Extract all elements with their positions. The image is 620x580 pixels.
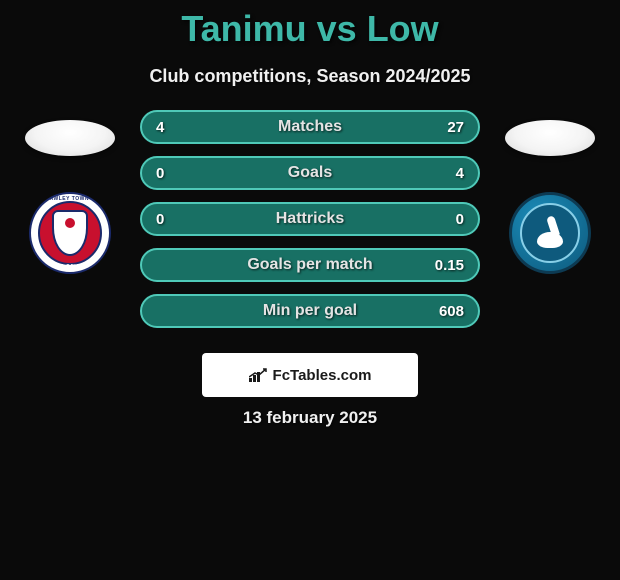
left-team-badge: CRAWLEY TOWN FC RED DEVILS bbox=[29, 192, 111, 274]
comparison-row: CRAWLEY TOWN FC RED DEVILS 4 Matches 27 … bbox=[0, 110, 620, 328]
stat-row: Min per goal 608 bbox=[140, 294, 480, 328]
subtitle: Club competitions, Season 2024/2025 bbox=[0, 66, 620, 87]
stat-label: Goals bbox=[142, 164, 478, 182]
right-disc bbox=[505, 120, 595, 156]
date-text: 13 february 2025 bbox=[0, 408, 620, 428]
shield-icon bbox=[52, 210, 88, 256]
stat-label: Min per goal bbox=[142, 302, 478, 320]
stat-left-value: 4 bbox=[156, 119, 164, 136]
chart-icon bbox=[249, 368, 267, 382]
right-team-badge bbox=[509, 192, 591, 274]
stat-right-value: 608 bbox=[439, 303, 464, 320]
attribution-text: FcTables.com bbox=[273, 367, 372, 384]
left-team-col: CRAWLEY TOWN FC RED DEVILS bbox=[10, 110, 130, 274]
stat-row: 0 Hattricks 0 bbox=[140, 202, 480, 236]
swan-icon bbox=[533, 216, 567, 250]
right-team-col bbox=[490, 110, 610, 274]
stat-right-value: 4 bbox=[456, 165, 464, 182]
left-disc bbox=[25, 120, 115, 156]
badge-inner bbox=[38, 201, 102, 265]
stats-container: 4 Matches 27 0 Goals 4 0 Hattricks 0 Goa… bbox=[130, 110, 490, 328]
stat-label: Matches bbox=[142, 118, 478, 136]
stat-right-value: 27 bbox=[447, 119, 464, 136]
stat-right-value: 0 bbox=[456, 211, 464, 228]
stat-right-value: 0.15 bbox=[435, 257, 464, 274]
stat-label: Hattricks bbox=[142, 210, 478, 228]
page-title: Tanimu vs Low bbox=[0, 0, 620, 50]
stat-row: 4 Matches 27 bbox=[140, 110, 480, 144]
badge-inner bbox=[520, 203, 580, 263]
stat-left-value: 0 bbox=[156, 211, 164, 228]
attribution-box: FcTables.com bbox=[202, 353, 418, 397]
badge-bottom-text: RED DEVILS bbox=[31, 264, 109, 270]
stat-row: 0 Goals 4 bbox=[140, 156, 480, 190]
stat-row: Goals per match 0.15 bbox=[140, 248, 480, 282]
stat-left-value: 0 bbox=[156, 165, 164, 182]
stat-label: Goals per match bbox=[142, 256, 478, 274]
